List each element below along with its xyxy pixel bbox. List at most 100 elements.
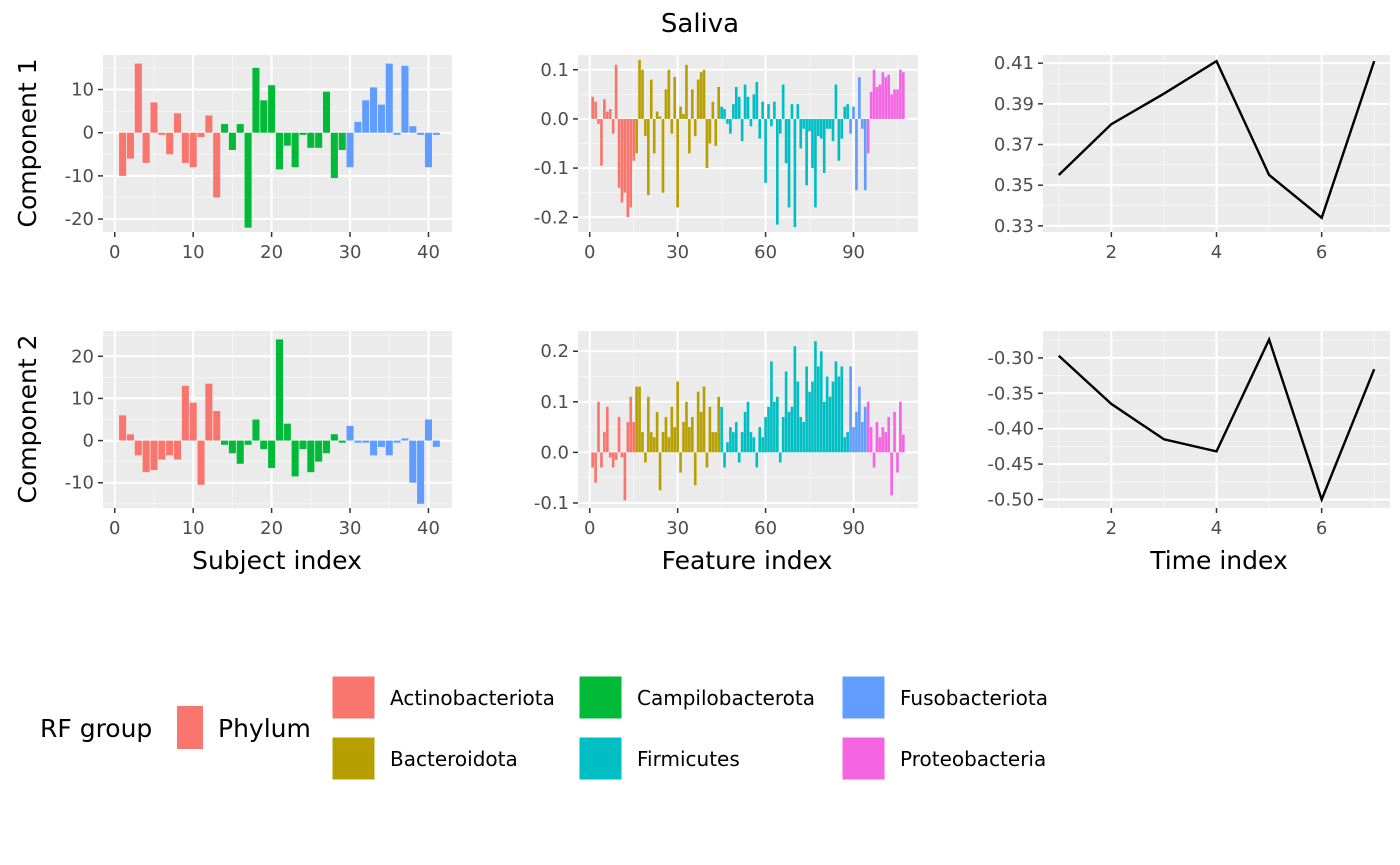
p2-2-y-tick-label: -0.1 [534,493,569,514]
p2-2-bar [655,411,659,453]
p2-2-bar [819,351,823,453]
p1-2-y-tick-label: 0.1 [540,60,569,81]
p2-1-bar [119,415,127,441]
p2-2-bar [834,361,838,453]
p2-2-bar [790,406,794,453]
p2-2-bar [711,432,715,453]
p1-2-bar [834,84,838,119]
p1-3-y-tick-label: 0.33 [994,216,1034,237]
p2-2-bar [597,401,600,453]
p1-2-bar [641,69,644,119]
p1-1-bar [166,132,174,155]
p2-2-bar [902,434,905,453]
p2-2-bar [831,381,835,453]
p2-2-bar [667,437,671,453]
p1-2-bar [858,77,861,119]
p1-2-bar [623,118,627,193]
p2-2-bar [673,427,677,453]
p1-1-y-tick-label: 0 [83,123,94,144]
p1-2-bar [828,118,832,129]
p2-2-bar [858,386,861,453]
p1-3-y-tick-label: 0.37 [994,135,1034,156]
p2-2-bar [611,452,615,468]
p1-1-bar [330,132,338,179]
p1-2-y-tick-label: -0.1 [534,158,569,179]
p1-1-bar [236,124,244,133]
p2-1-bar [252,419,260,441]
p1-2-bar [846,104,849,119]
p2-1-bar [330,434,338,441]
panel-p1-1: 0 10 20 30 40 -20 -10 0 10 [65,55,452,263]
p1-2-bar [667,69,671,119]
p1-2-bar [658,116,662,119]
p1-2-bar [644,118,647,137]
p1-2-bar [679,106,682,119]
p2-1-bar [322,440,331,454]
p2-2-bar [652,437,656,453]
p1-2-bar [790,104,794,119]
p1-2-bar [594,101,597,119]
p2-1-bar [393,440,401,443]
p1-1-bar [417,132,425,135]
legend-title-phylum: Phylum [218,714,311,743]
p2-1-bar [205,383,213,441]
p2-2-bar [603,432,606,453]
p1-2-bar [626,118,630,218]
p2-2-bar [632,422,636,453]
p1-1-bar [221,124,229,133]
p2-2-bar [793,346,797,453]
p2-1-x-tick-label: 10 [182,518,205,539]
p2-2-bar [796,381,800,453]
p2-2-bar [705,452,709,468]
x-axis-title-feature: Feature index [662,546,833,575]
p1-1-x-tick-label: 0 [109,242,120,263]
p2-2-bar [855,411,858,453]
p1-2-bar [802,118,806,129]
legend-label-proteobacteria: Proteobacteria [900,747,1046,771]
p1-2-bar [732,104,735,119]
p2-2-bar [732,432,735,453]
legend-key-actinobacteriota [331,675,376,720]
p2-2-bar [840,366,844,453]
p1-2-bar [796,104,800,119]
p2-3-y-tick-label: -0.45 [987,454,1034,475]
p2-2-y-tick-label: 0.0 [540,442,569,463]
p1-2-bar [682,114,685,119]
p2-2-x-tick-label: 90 [842,518,865,539]
p2-3-x-tick-label: 4 [1211,518,1222,539]
p1-1-bar [268,85,276,133]
p1-2-bar [884,77,888,119]
p2-2-bar [817,366,820,453]
p2-3-x-tick-label: 2 [1106,518,1117,539]
p1-2-bar [899,69,902,119]
p2-2-bar [714,432,718,453]
p1-2-bar [787,118,791,208]
p1-2-y-tick-label: 0.0 [540,109,569,130]
p2-1-x-tick-label: 0 [109,518,120,539]
p1-2-bar [661,118,665,193]
p1-1-bar [181,132,189,163]
p1-2-bar [699,72,703,119]
p2-1-bar [424,419,433,441]
p1-2-bar [793,118,797,228]
p1-1-bar [197,132,205,138]
p2-2-y-tick-label: 0.2 [540,341,569,362]
p2-2-bar [887,416,891,453]
p1-1-bar [205,115,213,133]
legend-key-campilobacterota [578,675,623,720]
p1-3-x-tick-label: 6 [1316,242,1327,263]
p1-2-bar [670,118,674,134]
p2-3-line [1057,336,1376,503]
p1-2-bar [632,118,636,161]
x-axis-title-subject: Subject index [192,546,362,575]
p1-2-bar [855,118,858,191]
p1-2-bar [775,118,779,225]
p1-2-bar [652,118,656,154]
p2-1-bar [236,440,244,464]
legend: RF group Phylum Actinobacteriota Bacteroi… [40,675,1048,781]
legend-items: Actinobacteriota Bacteroidota Campilobacte… [331,675,1048,781]
p2-2-bar [808,391,811,453]
p1-1-bar [307,132,315,148]
p2-2-bar [899,401,902,453]
p2-1-x-tick-label: 20 [260,518,283,539]
